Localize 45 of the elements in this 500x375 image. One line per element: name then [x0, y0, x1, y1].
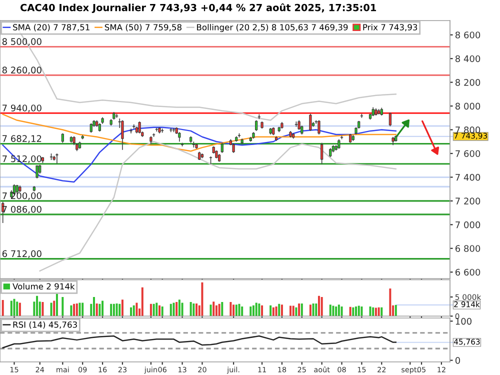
ref-line-label: 8 260,00: [2, 66, 42, 74]
candlestick: [318, 120, 320, 135]
legend-label: Prix 7 743,93: [363, 24, 418, 32]
candlestick: [138, 121, 141, 134]
line-series: [2, 114, 397, 152]
legend-label: SMA (20) 7 787,51: [13, 24, 90, 32]
legend-label: Bollinger (20 2,5) 8 105,63 7 469,39: [197, 24, 348, 32]
y-tick-label: 7 600: [456, 150, 480, 158]
y-tick-label: 7 000: [456, 221, 480, 228]
y-tick-label: 7 800: [456, 126, 480, 134]
candlestick: [121, 120, 124, 150]
y-tick-label: 100: [456, 318, 472, 325]
chart-title: CAC40 Index Journalier 7 743,93 +0,44 % 27 août 2025, 17:35:01: [20, 3, 376, 14]
candlestick: [309, 113, 312, 132]
candlestick: [320, 142, 324, 165]
ref-line-label: 7 682,12: [2, 135, 42, 143]
candlestick: [232, 142, 235, 154]
line-series: [2, 335, 397, 348]
candlestick: [255, 120, 258, 132]
y-tick-label: 6 800: [455, 245, 480, 252]
candlestick: [56, 153, 58, 164]
candlestick: [388, 112, 392, 127]
legend-label: RSI (14) 45,763: [13, 321, 77, 329]
candlestick: [178, 132, 181, 142]
y-tick-label: 8 600: [455, 32, 480, 38]
y-tick-label: 8 000: [455, 102, 480, 110]
candlestick: [338, 138, 340, 150]
y-tick-label: 7 400: [456, 174, 480, 181]
candlestick: [130, 128, 132, 134]
y-tick-label: 7 200: [456, 198, 480, 204]
legend-label: Volume 2 914k: [12, 283, 75, 290]
ref-line-label: 8 500,00: [2, 38, 42, 46]
candlestick: [2, 201, 4, 224]
ref-line-label: 6 712,00: [2, 250, 42, 258]
candlestick: [90, 122, 92, 134]
candlestick: [220, 142, 224, 154]
y-tick-label: 6 600: [455, 268, 480, 276]
y-tick-label: 8 200: [455, 79, 480, 86]
legend-label: SMA (50) 7 759,58: [104, 24, 182, 32]
candlestick: [298, 120, 300, 130]
candlestick: [36, 164, 38, 179]
candlestick: [61, 132, 64, 144]
y-tick-label: 8 400: [455, 55, 480, 62]
ref-line-label: 7 940,00: [2, 104, 42, 112]
y-tick-label: 0: [455, 357, 460, 364]
